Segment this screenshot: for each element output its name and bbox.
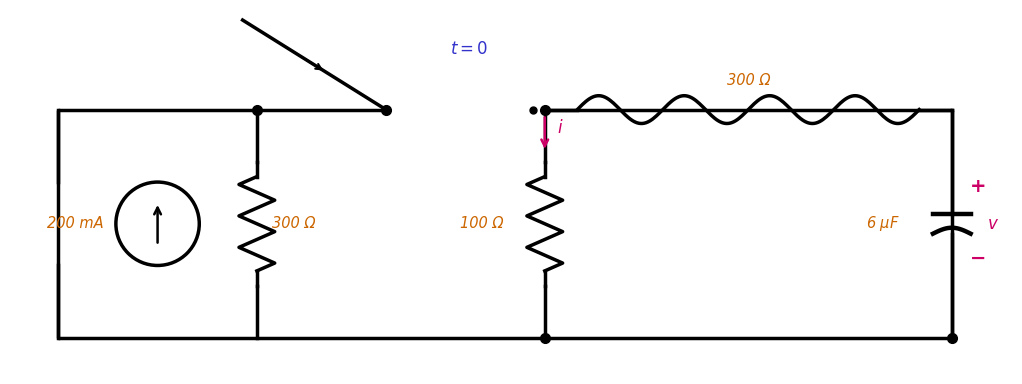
- Text: 300 Ω: 300 Ω: [727, 73, 770, 88]
- Text: 6 $\mu$F: 6 $\mu$F: [867, 214, 900, 233]
- Text: $v$: $v$: [986, 215, 998, 233]
- Text: 100 Ω: 100 Ω: [460, 216, 504, 231]
- Text: −: −: [970, 249, 986, 268]
- Text: 300 Ω: 300 Ω: [272, 216, 315, 231]
- Text: +: +: [970, 177, 986, 195]
- Text: 200 mA: 200 mA: [47, 216, 104, 231]
- Text: $i$: $i$: [557, 119, 563, 137]
- Text: $t = 0$: $t = 0$: [450, 40, 489, 58]
